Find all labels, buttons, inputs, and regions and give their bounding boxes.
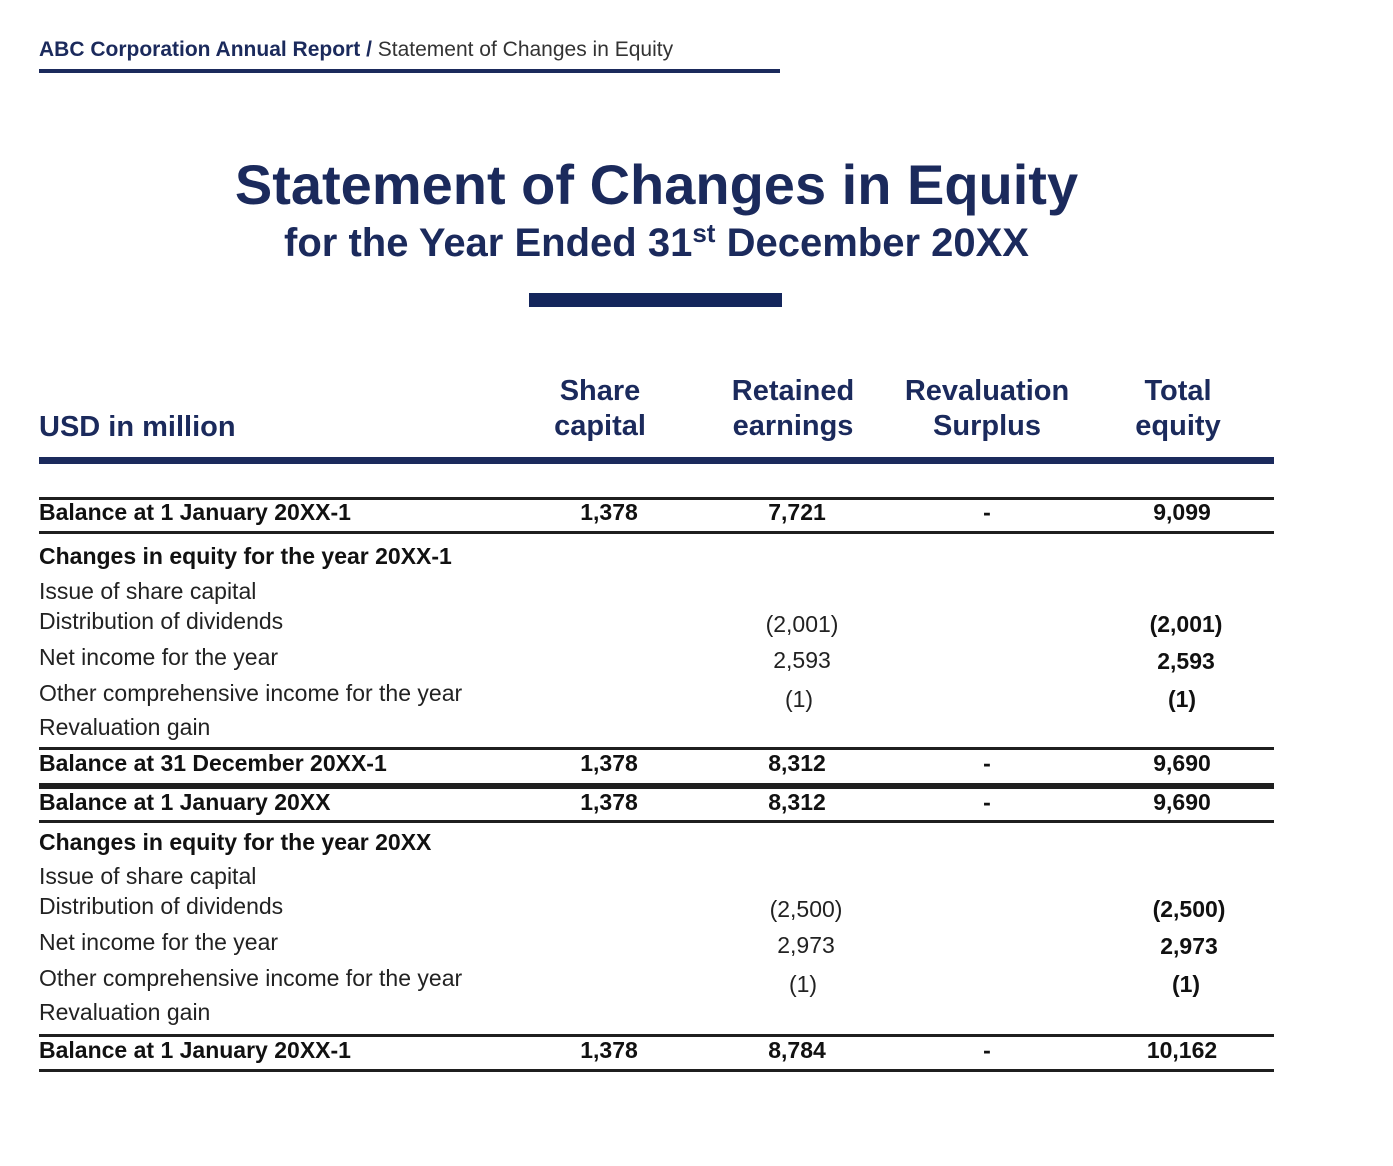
- row-label: Issue of share capital: [39, 863, 257, 889]
- cell-revaluation-surplus: -: [983, 1037, 991, 1063]
- row-label: Changes in equity for the year 20XX-1: [39, 543, 452, 569]
- row-label: Revaluation gain: [39, 714, 211, 740]
- column-header-retained-earnings: Retained earnings: [693, 374, 893, 444]
- column-header-line2: Surplus: [933, 410, 1041, 442]
- row-label: Distribution of dividends: [39, 608, 284, 634]
- row-label: Other comprehensive income for the year: [39, 680, 463, 706]
- row-label: Net income for the year: [39, 644, 279, 670]
- cell-revaluation-surplus: -: [983, 499, 991, 525]
- column-header-revaluation-surplus: Revaluation Surplus: [887, 374, 1087, 444]
- cell-retained-earnings: (2,001): [765, 611, 839, 637]
- cell-share-capital: 1,378: [580, 750, 638, 776]
- cell-retained-earnings: (1): [784, 686, 814, 712]
- column-header-share-capital: Share capital: [500, 374, 700, 444]
- cell-share-capital: 1,378: [580, 499, 638, 525]
- row-label: Revaluation gain: [39, 999, 211, 1025]
- column-header-line2: capital: [554, 410, 646, 442]
- row-label: Balance at 1 January 20XX-1: [39, 1037, 351, 1063]
- subtitle-superscript: st: [692, 218, 716, 248]
- cell-total-equity: 9,690: [1153, 750, 1211, 776]
- column-header-line1: Total: [1144, 375, 1212, 407]
- header-divider: [39, 457, 1274, 464]
- breadcrumb-report: ABC Corporation Annual Report: [39, 38, 361, 61]
- cell-revaluation-surplus: -: [983, 789, 991, 815]
- row-divider-double: [39, 783, 1274, 789]
- cell-retained-earnings: 7,721: [768, 499, 826, 525]
- column-header-line1: Retained: [731, 375, 855, 407]
- page-subtitle: for the Year Ended 31st December 20XX: [0, 217, 1313, 269]
- cell-retained-earnings: (2,500): [769, 896, 843, 922]
- cell-share-capital: 1,378: [580, 1037, 638, 1063]
- breadcrumb: ABC Corporation Annual Report / Statemen…: [39, 36, 780, 73]
- subtitle-prefix: for the Year Ended 31: [284, 221, 693, 265]
- column-header-line2: earnings: [732, 410, 854, 442]
- cell-revaluation-surplus: -: [983, 750, 991, 776]
- cell-retained-earnings: 2,973: [777, 932, 835, 958]
- row-label: Distribution of dividends: [39, 893, 284, 919]
- column-header-line1: Share: [559, 375, 641, 407]
- row-label: Other comprehensive income for the year: [39, 965, 463, 991]
- breadcrumb-section: Statement of Changes in Equity: [377, 38, 674, 61]
- cell-retained-earnings: 8,312: [768, 750, 826, 776]
- cell-total-equity: 9,099: [1153, 499, 1211, 525]
- row-label: Balance at 1 January 20XX: [39, 789, 331, 815]
- cell-total-equity: 9,690: [1153, 789, 1211, 815]
- cell-total-equity: (1): [1167, 686, 1197, 712]
- row-divider: [39, 820, 1274, 823]
- row-label: Issue of share capital: [39, 578, 257, 604]
- breadcrumb-separator: /: [366, 38, 372, 61]
- cell-retained-earnings: 2,593: [773, 647, 831, 673]
- cell-total-equity: 2,973: [1160, 933, 1218, 959]
- cell-retained-earnings: (1): [788, 971, 818, 997]
- row-label: Changes in equity for the year 20XX: [39, 829, 432, 855]
- row-label: Balance at 1 January 20XX-1: [39, 499, 351, 525]
- row-label: Net income for the year: [39, 929, 279, 955]
- row-divider: [39, 531, 1274, 534]
- column-header-total-equity: Total equity: [1078, 374, 1278, 444]
- cell-total-equity: (1): [1171, 971, 1201, 997]
- subtitle-suffix: December 20XX: [715, 221, 1029, 265]
- cell-total-equity: (2,001): [1149, 611, 1223, 637]
- column-header-line2: equity: [1135, 410, 1221, 442]
- cell-total-equity: 10,162: [1146, 1037, 1218, 1063]
- row-divider: [39, 497, 1274, 500]
- row-divider: [39, 1069, 1274, 1072]
- unit-label: USD in million: [39, 411, 236, 443]
- cell-retained-earnings: 8,784: [768, 1037, 826, 1063]
- cell-share-capital: 1,378: [580, 789, 638, 815]
- row-label: Balance at 31 December 20XX-1: [39, 750, 387, 776]
- page-title: Statement of Changes in Equity: [234, 153, 1079, 216]
- row-divider: [39, 747, 1274, 750]
- column-header-line1: Revaluation: [904, 375, 1070, 407]
- cell-total-equity: (2,500): [1152, 896, 1226, 922]
- title-divider: [529, 293, 782, 307]
- row-divider: [39, 1034, 1274, 1037]
- cell-retained-earnings: 8,312: [768, 789, 826, 815]
- cell-total-equity: 2,593: [1157, 648, 1215, 674]
